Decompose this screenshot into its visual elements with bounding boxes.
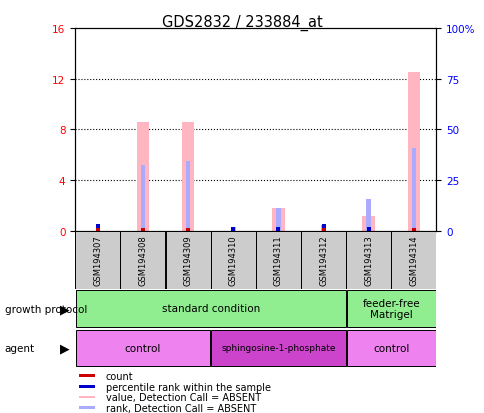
- Bar: [79, 396, 95, 399]
- FancyBboxPatch shape: [210, 231, 255, 289]
- Text: sphingosine-1-phosphate: sphingosine-1-phosphate: [221, 344, 335, 352]
- Text: control: control: [124, 343, 161, 353]
- Text: count: count: [106, 371, 133, 381]
- FancyBboxPatch shape: [165, 231, 210, 289]
- Text: ▶: ▶: [60, 302, 69, 316]
- Text: ▶: ▶: [60, 342, 69, 355]
- FancyBboxPatch shape: [346, 330, 435, 366]
- Text: GSM194313: GSM194313: [363, 235, 373, 285]
- FancyBboxPatch shape: [301, 231, 346, 289]
- Bar: [182, 123, 194, 231]
- Text: GSM194307: GSM194307: [93, 235, 102, 285]
- Text: growth protocol: growth protocol: [5, 304, 87, 314]
- Text: standard condition: standard condition: [161, 304, 259, 314]
- FancyBboxPatch shape: [76, 330, 210, 366]
- Text: GDS2832 / 233884_at: GDS2832 / 233884_at: [162, 14, 322, 31]
- Text: agent: agent: [5, 343, 35, 353]
- Text: GSM194308: GSM194308: [138, 235, 147, 285]
- FancyBboxPatch shape: [256, 231, 301, 289]
- Bar: [230, 228, 235, 231]
- Text: percentile rank within the sample: percentile rank within the sample: [106, 382, 270, 392]
- Text: rank, Detection Call = ABSENT: rank, Detection Call = ABSENT: [106, 403, 256, 413]
- FancyBboxPatch shape: [346, 231, 391, 289]
- Text: GSM194312: GSM194312: [318, 235, 327, 285]
- FancyBboxPatch shape: [75, 231, 120, 289]
- Text: feeder-free
Matrigel: feeder-free Matrigel: [362, 298, 419, 320]
- Text: control: control: [372, 343, 408, 353]
- Bar: [407, 73, 419, 231]
- Bar: [366, 199, 370, 231]
- FancyBboxPatch shape: [211, 330, 345, 366]
- Bar: [411, 149, 415, 231]
- Bar: [79, 406, 95, 409]
- FancyBboxPatch shape: [391, 231, 436, 289]
- FancyBboxPatch shape: [120, 231, 165, 289]
- Bar: [275, 209, 280, 231]
- Text: GSM194309: GSM194309: [183, 235, 192, 285]
- Bar: [272, 209, 284, 231]
- FancyBboxPatch shape: [346, 291, 435, 327]
- Bar: [321, 225, 325, 231]
- Text: GSM194310: GSM194310: [228, 235, 237, 285]
- Bar: [140, 166, 145, 231]
- FancyBboxPatch shape: [76, 291, 345, 327]
- Bar: [136, 123, 149, 231]
- Text: GSM194311: GSM194311: [273, 235, 282, 285]
- Bar: [185, 162, 190, 231]
- Bar: [362, 216, 374, 231]
- Text: GSM194314: GSM194314: [408, 235, 418, 285]
- Bar: [79, 385, 95, 388]
- Bar: [79, 375, 95, 377]
- Text: value, Detection Call = ABSENT: value, Detection Call = ABSENT: [106, 392, 260, 402]
